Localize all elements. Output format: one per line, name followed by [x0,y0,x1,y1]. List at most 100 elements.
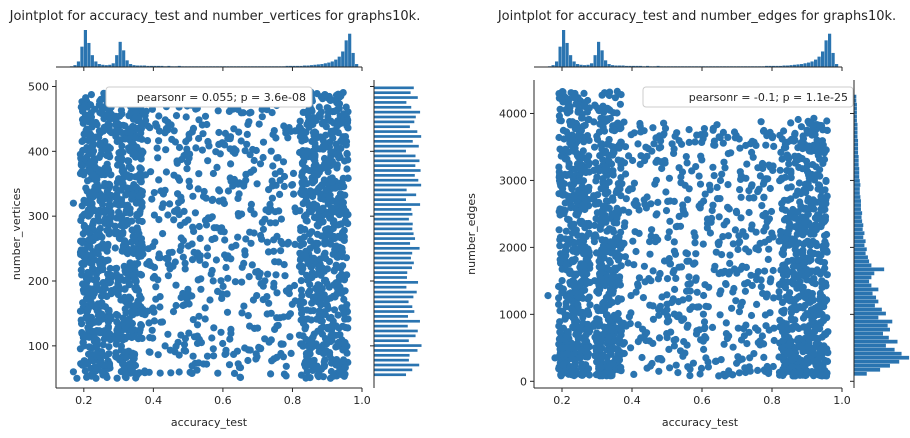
scatter-point [319,323,327,331]
y-histogram-bar [374,290,417,294]
scatter-point [136,326,144,334]
scatter-point [114,335,122,343]
scatter-point [736,238,744,246]
x-histogram-bar [586,64,590,67]
x-histogram-bar [327,62,331,67]
scatter-point [272,271,280,279]
scatter-point [689,359,697,367]
scatter-point [215,140,223,148]
scatter-point [807,222,815,230]
scatter-point [619,206,627,214]
scatter-point [299,240,308,248]
scatter-point [661,157,669,165]
y-histogram-bar [854,94,857,99]
chart-title: Jointplot for accuracy_test and number_v… [9,9,421,24]
scatter-point [315,343,323,352]
scatter-point [134,246,143,254]
scatter-point [114,311,122,319]
y-histogram-bar [854,195,861,199]
scatter-point [266,219,274,227]
scatter-point [146,124,154,132]
scatter-point [610,311,618,319]
scatter-point [697,152,705,160]
scatter-point [123,171,131,179]
x-tick-label: 0.2 [75,394,93,407]
scatter-point [149,304,157,312]
scatter-point [617,164,625,172]
scatter-point [339,322,347,330]
scatter-point [580,261,588,269]
scatter-point [86,167,94,175]
scatter-point [92,367,100,375]
scatter-point [243,140,251,148]
scatter-point [557,182,565,190]
scatter-point [150,211,158,219]
scatter-point [310,293,318,301]
y-histogram-bar [374,208,412,211]
scatter-point [584,186,593,194]
scatter-point [322,226,330,234]
scatter-point [556,145,564,153]
scatter-point [179,253,187,261]
scatter-point [83,197,92,205]
scatter-point [748,281,756,290]
scatter-point [240,182,248,190]
scatter-point [263,106,271,114]
scatter-point [789,263,797,271]
scatter-point [719,128,727,136]
scatter-point [259,282,267,290]
x-histogram-bar [562,30,566,67]
scatter-point [277,349,285,358]
scatter-point [164,260,172,268]
scatter-point [713,195,722,203]
scatter-point [92,340,100,348]
scatter-point [768,229,776,237]
y-histogram-bar [854,347,895,352]
y-histogram-bar [374,198,406,202]
x-histogram-bar [803,63,807,67]
y-histogram-bar [854,355,910,360]
scatter-point [618,240,626,248]
scatter-point [725,332,733,340]
scatter-point [215,128,223,137]
scatter-point [250,210,258,218]
scatter-point [591,221,599,229]
scatter-point [314,281,322,289]
scatter-point [788,356,796,364]
scatter-point [787,119,795,127]
scatter-point [585,152,593,160]
y-histogram-bar [854,279,870,284]
scatter-point [571,165,579,173]
scatter-point [801,371,810,380]
scatter-point [98,192,106,200]
scatter-point [745,187,753,195]
scatter-point [717,287,725,295]
scatter-point [595,319,603,327]
scatter-point [725,270,733,278]
x-histogram-bar [835,64,839,67]
scatter-point [574,300,582,309]
x-histogram-bar [635,65,639,67]
scatter-point [181,259,189,267]
scatter-point [579,370,587,378]
scatter-point [757,276,765,284]
scatter-point [216,150,224,158]
scatter-point [194,185,202,193]
scatter-point [781,284,790,292]
scatter-point [95,206,103,214]
scatter-point [271,219,280,227]
scatter-point [141,311,149,319]
scatter-point [78,239,86,247]
scatter-point [113,318,121,326]
scatter-point [701,130,709,138]
scatter-point [561,206,569,215]
scatter-point [321,238,329,246]
scatter-point [206,296,214,304]
scatter-point [154,276,162,284]
scatter-point [319,119,327,127]
scatter-point [181,301,189,309]
scatter-point [315,373,323,381]
scatter-point [121,348,129,356]
scatter-point [691,138,699,146]
scatter-point [598,91,606,99]
